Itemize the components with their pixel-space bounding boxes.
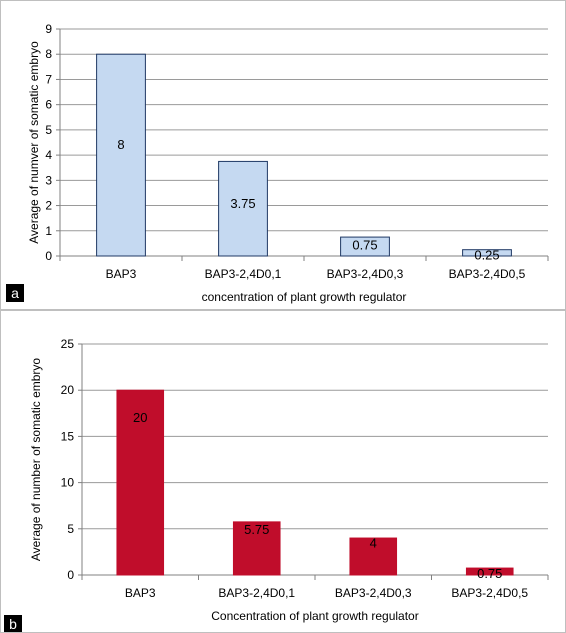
- data-label: 20: [133, 410, 147, 425]
- data-label: 3.75: [230, 196, 255, 211]
- x-axis-title: concentration of plant growth regulator: [202, 290, 407, 304]
- bar: [116, 389, 165, 576]
- x-axis-title: Concentration of plant growth regulator: [211, 609, 418, 623]
- data-label: 8: [117, 137, 124, 152]
- data-label: 5.75: [244, 522, 269, 537]
- panel-letter-a: a: [6, 284, 24, 302]
- y-tick-label: 20: [61, 383, 75, 397]
- y-tick-label: 4: [45, 148, 52, 162]
- x-tick-label: BAP3: [125, 586, 156, 600]
- x-tick-label: BAP3-2,4D0,1: [205, 267, 282, 281]
- x-tick-label: BAP3: [106, 267, 137, 281]
- bar: [96, 53, 146, 257]
- y-tick-label: 3: [45, 173, 52, 187]
- chart-a: 0 1 2 3 4 5 6 7 8 9 8 BAP3 3.75 BAP3-2,4D0,1 0.75 BAP3-…: [0, 0, 566, 310]
- chart-b: 0 5 10 15 20 25 20 BAP3 5.75 BAP3-2,4D0,1 4 BAP3-2,…: [0, 310, 566, 633]
- y-tick-label: 5: [67, 522, 74, 536]
- y-tick-label: 1: [45, 224, 52, 238]
- y-tick-label: 0: [67, 568, 74, 582]
- y-tick-label: 5: [45, 123, 52, 137]
- y-axis-title: Average of number of somatic embryo: [29, 358, 43, 562]
- bar: [349, 537, 398, 576]
- y-tick-label: 6: [45, 98, 52, 112]
- data-label: 4: [370, 536, 377, 551]
- x-tick-label: BAP3-2,4D0,5: [449, 267, 526, 281]
- x-tick-label: BAP3-2,4D0,5: [451, 586, 528, 600]
- chart-frame: [0, 310, 566, 633]
- bar: [232, 521, 281, 576]
- panel-letter-b: b: [4, 615, 22, 633]
- y-tick-label: 25: [61, 337, 75, 351]
- y-tick-label: 7: [45, 72, 52, 86]
- y-tick-label: 9: [45, 22, 52, 36]
- data-label: 0.25: [474, 248, 499, 263]
- y-tick-label: 8: [45, 47, 52, 61]
- y-axis-title: Average of numver of somatic embryo: [27, 41, 41, 244]
- data-label: 0.75: [477, 566, 502, 581]
- x-tick-label: BAP3-2,4D0,1: [218, 586, 295, 600]
- bar: [462, 249, 512, 257]
- bar: [340, 236, 390, 257]
- bar: [218, 160, 268, 257]
- x-tick-label: BAP3-2,4D0,3: [327, 267, 404, 281]
- data-label: 0.75: [352, 238, 377, 253]
- y-tick-label: 2: [45, 199, 52, 213]
- y-tick-label: 15: [61, 429, 75, 443]
- bar: [465, 567, 514, 576]
- x-tick-label: BAP3-2,4D0,3: [335, 586, 412, 600]
- y-tick-label: 0: [45, 249, 52, 263]
- y-tick-label: 10: [61, 476, 75, 490]
